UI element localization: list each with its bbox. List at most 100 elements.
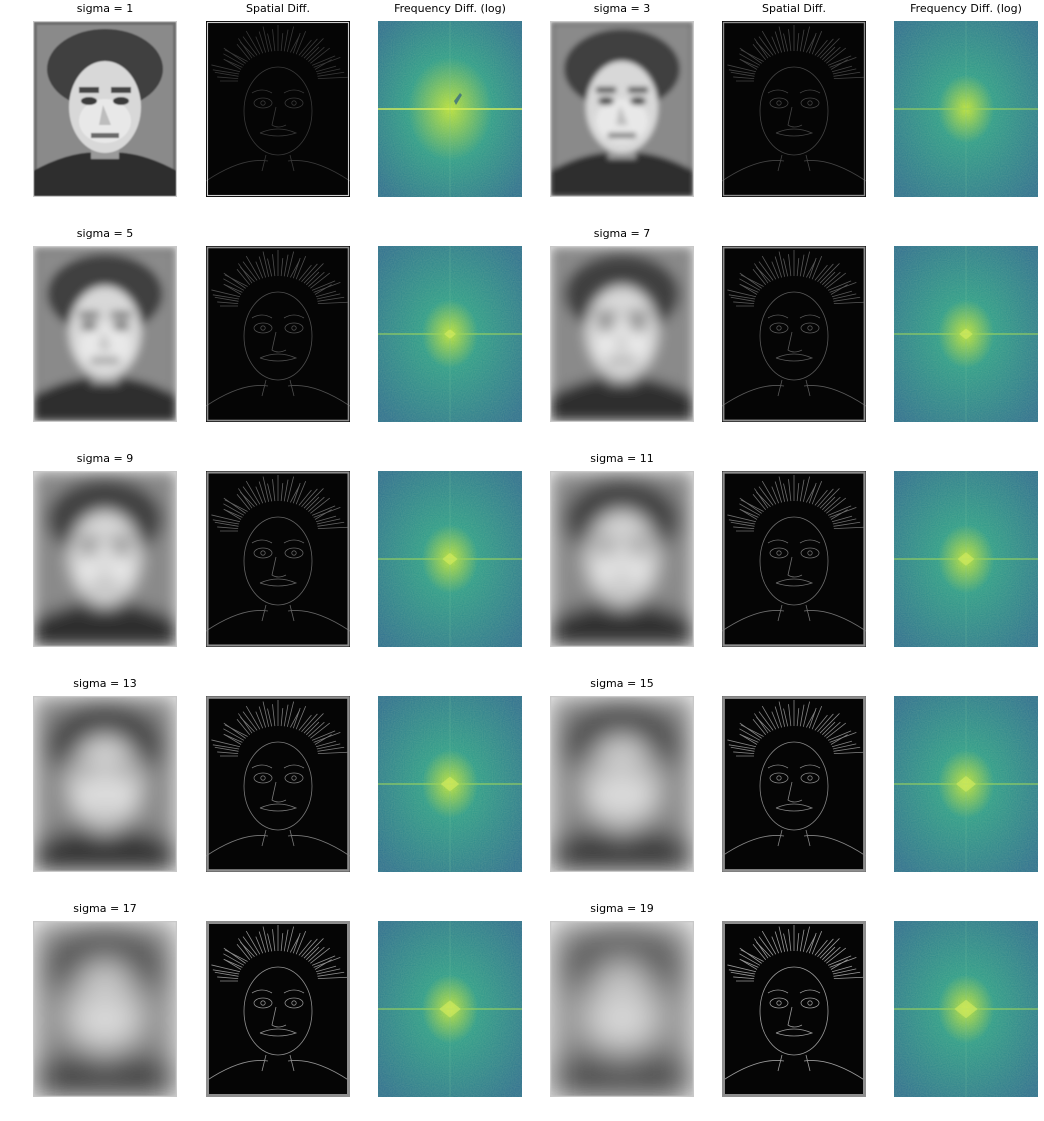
freq-diff-image [894,471,1038,647]
freq-diff-panel [894,246,1038,422]
spatial-diff-graphic [206,21,350,197]
panel-title: sigma = 1 [76,2,134,15]
spatial-diff-graphic [206,921,350,1097]
spatial-diff-panel [206,921,350,1097]
spatial-diff-image [722,471,866,647]
freq-diff-image [378,921,522,1097]
panel-title: Frequency Diff. (log) [910,2,1022,15]
freq-diff-panel [894,696,1038,872]
spatial-diff-panel [722,246,866,422]
panel-title: sigma = 17 [73,902,137,915]
blurred-graphic [550,246,694,422]
blurred-image [33,21,177,197]
freq-diff-image [378,21,522,197]
blurred-graphic [550,696,694,872]
panel-title: sigma = 11 [590,452,654,465]
freq-diff-graphic [378,246,522,422]
spatial-diff-image [722,921,866,1097]
spatial-diff-image [206,471,350,647]
blurred-image [33,921,177,1097]
freq-diff-panel [894,471,1038,647]
freq-diff-panel: Frequency Diff. (log) [378,2,522,197]
freq-diff-graphic [894,246,1038,422]
blurred-panel: sigma = 5 [33,227,177,422]
panel-title: sigma = 19 [590,902,654,915]
blurred-image [550,246,694,422]
freq-diff-graphic [894,21,1038,197]
spatial-diff-graphic [722,471,866,647]
blurred-image [550,471,694,647]
panel-title: Frequency Diff. (log) [394,2,506,15]
blurred-panel: sigma = 19 [550,902,694,1097]
freq-diff-panel [378,696,522,872]
blurred-graphic [33,921,177,1097]
spatial-diff-graphic [206,471,350,647]
spatial-diff-image [206,246,350,422]
freq-diff-panel [378,921,522,1097]
blurred-graphic [33,21,177,197]
blurred-graphic [33,471,177,647]
freq-diff-graphic [378,21,522,197]
blurred-graphic [550,21,694,197]
blurred-panel: sigma = 3 [550,2,694,197]
freq-diff-image [378,246,522,422]
blurred-image [33,246,177,422]
spatial-diff-graphic [206,246,350,422]
spatial-diff-panel: Spatial Diff. [722,2,866,197]
spatial-diff-panel [722,696,866,872]
spatial-diff-graphic [722,21,866,197]
panel-title: sigma = 9 [76,452,134,465]
freq-diff-graphic [378,696,522,872]
spatial-diff-panel [206,696,350,872]
blurred-panel: sigma = 13 [33,677,177,872]
blurred-graphic [33,696,177,872]
panel-title: sigma = 15 [590,677,654,690]
blurred-panel: sigma = 9 [33,452,177,647]
blurred-panel: sigma = 1 [33,2,177,197]
spatial-diff-graphic [722,696,866,872]
freq-diff-graphic [894,921,1038,1097]
spatial-diff-panel [722,471,866,647]
spatial-diff-panel [722,921,866,1097]
spatial-diff-image [722,246,866,422]
spatial-diff-panel [206,246,350,422]
freq-diff-panel [894,921,1038,1097]
spatial-diff-graphic [206,696,350,872]
blurred-graphic [33,246,177,422]
freq-diff-graphic [378,921,522,1097]
freq-diff-graphic [378,471,522,647]
blurred-panel: sigma = 17 [33,902,177,1097]
spatial-diff-graphic [722,246,866,422]
panel-title: sigma = 13 [73,677,137,690]
blurred-image [550,921,694,1097]
blurred-graphic [550,921,694,1097]
blurred-graphic [550,471,694,647]
freq-diff-panel: Frequency Diff. (log) [894,2,1038,197]
spatial-diff-panel [206,471,350,647]
panel-title: Spatial Diff. [762,2,826,15]
panel-title: Spatial Diff. [246,2,310,15]
panel-title: sigma = 7 [593,227,651,240]
freq-diff-panel [378,246,522,422]
blurred-panel: sigma = 15 [550,677,694,872]
spatial-diff-image [206,21,350,197]
spatial-diff-image [206,921,350,1097]
blurred-image [33,471,177,647]
freq-diff-image [894,921,1038,1097]
spatial-diff-image [722,696,866,872]
spatial-diff-image [722,21,866,197]
freq-diff-image [894,21,1038,197]
freq-diff-panel [378,471,522,647]
blurred-image [550,696,694,872]
freq-diff-graphic [894,471,1038,647]
spatial-diff-image [206,696,350,872]
freq-diff-image [894,246,1038,422]
freq-diff-graphic [894,696,1038,872]
freq-diff-image [378,471,522,647]
freq-diff-image [378,696,522,872]
panel-title: sigma = 3 [593,2,651,15]
spatial-diff-graphic [722,921,866,1097]
blurred-image [33,696,177,872]
spatial-diff-panel: Spatial Diff. [206,2,350,197]
